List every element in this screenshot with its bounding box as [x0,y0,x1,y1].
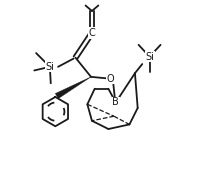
Text: Si: Si [45,62,54,72]
Polygon shape [55,77,91,99]
Text: B: B [112,98,119,107]
Text: Si: Si [145,52,154,62]
Text: O: O [106,74,114,84]
Text: C: C [89,28,95,38]
